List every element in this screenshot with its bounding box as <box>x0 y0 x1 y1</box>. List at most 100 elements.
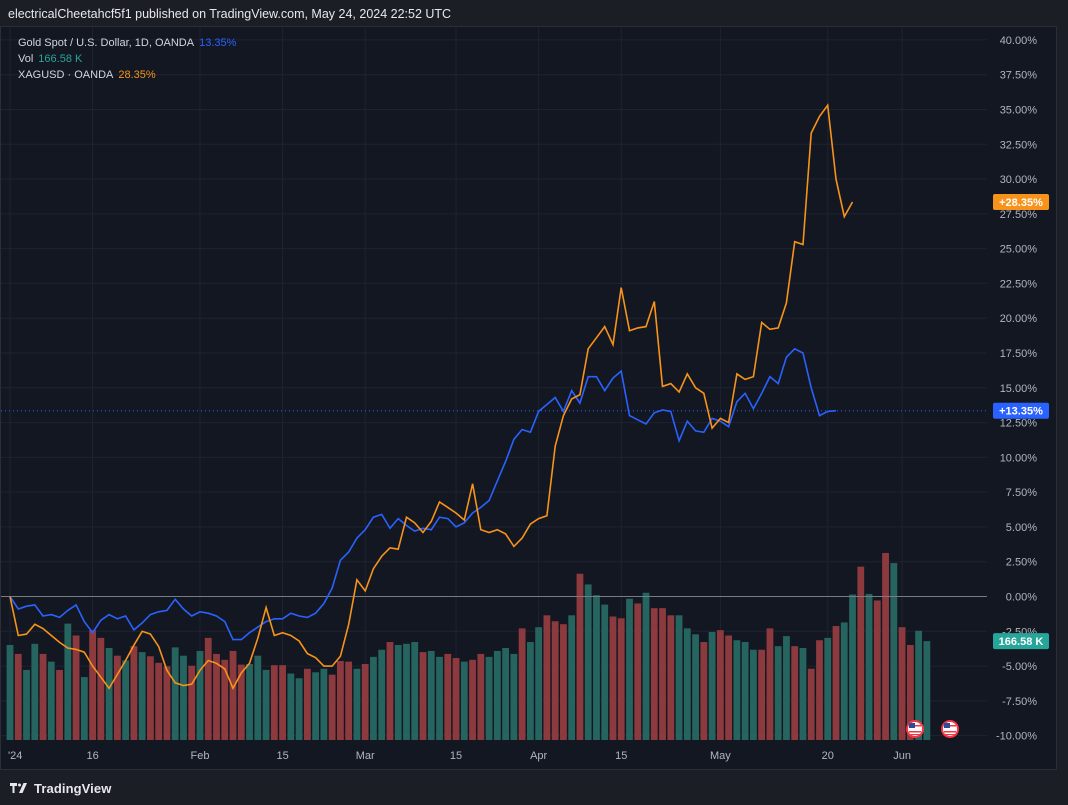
y-tick-label: -5.00% <box>1002 661 1037 673</box>
volume-bar <box>130 646 138 740</box>
y-tick-label: -10.00% <box>996 731 1037 743</box>
volume-bar <box>394 645 402 740</box>
x-tick-label: 15 <box>276 750 288 762</box>
volume-bar <box>642 592 650 740</box>
y-tick-label: 25.00% <box>1000 244 1038 256</box>
gold-last-badge: +13.35% <box>999 406 1043 418</box>
us-flag-icon[interactable] <box>941 720 959 738</box>
y-tick-label: -7.50% <box>1002 696 1037 708</box>
volume-bar <box>320 668 328 740</box>
volume-bar <box>246 664 253 740</box>
volume-bar <box>543 615 551 740</box>
volume-bar <box>568 615 576 740</box>
y-tick-label: 15.00% <box>1000 383 1038 395</box>
x-tick-label: 20 <box>822 750 834 762</box>
y-tick-label: 2.50% <box>1006 557 1037 569</box>
volume-bar <box>6 645 14 740</box>
volume-bar <box>378 649 386 740</box>
x-tick-label: '24 <box>8 750 22 762</box>
volume-bar <box>122 660 130 740</box>
volume-bar <box>147 656 154 740</box>
volume-bar <box>419 652 427 740</box>
volume-bar <box>906 645 914 740</box>
volume-bar <box>262 669 270 740</box>
volume-bar <box>915 630 922 740</box>
x-tick-label: Apr <box>530 750 547 762</box>
volume-bar <box>270 665 278 740</box>
footer-brand: TradingView <box>34 780 112 796</box>
y-tick-label: 35.00% <box>1000 104 1038 116</box>
y-tick-label: 32.50% <box>1000 139 1038 151</box>
volume-bar <box>882 552 889 740</box>
y-tick-label: 40.00% <box>1000 35 1038 47</box>
volume-bar <box>361 664 369 740</box>
legend-item-silver[interactable]: XAGUSD · OANDA 28.35% <box>18 67 236 83</box>
volume-bar <box>716 630 724 740</box>
volume-bar <box>171 647 179 740</box>
footer[interactable]: TradingView <box>10 778 111 798</box>
legend-item-vol[interactable]: Vol 166.58 K <box>18 51 236 67</box>
y-tick-label: 10.00% <box>1000 452 1038 464</box>
volume-bar <box>47 661 55 740</box>
volume-bar <box>675 615 683 740</box>
volume-bar <box>14 653 22 740</box>
volume-bar <box>23 669 30 740</box>
volume-bar <box>626 598 633 740</box>
silver-last-badge-bg <box>993 194 1049 211</box>
volume-bar <box>196 650 204 740</box>
y-tick-label: 12.50% <box>1000 418 1038 430</box>
legend-item-gold[interactable]: Gold Spot / U.S. Dollar, 1D, OANDA 13.35% <box>18 35 236 51</box>
volume-bar <box>551 621 559 740</box>
gold-last-badge-bg <box>993 402 1049 419</box>
published-header: electricalCheetahcf5f1 published on Trad… <box>8 7 452 21</box>
volume-bar <box>180 655 187 740</box>
volume-bar <box>80 677 88 740</box>
volume-bar <box>700 642 708 740</box>
volume-bar <box>873 600 881 740</box>
volume-bar <box>766 628 774 740</box>
volume-bar <box>213 653 220 740</box>
volume-bar <box>56 669 63 740</box>
volume-bar <box>279 665 286 740</box>
event-flags[interactable] <box>906 720 959 738</box>
volume-bar <box>758 649 766 740</box>
volume-last-badge-bg <box>993 633 1049 650</box>
chart-legend: Gold Spot / U.S. Dollar, 1D, OANDA 13.35%… <box>18 35 236 83</box>
volume-bar <box>609 616 617 740</box>
volume-bar <box>295 678 303 740</box>
volume-bar <box>303 668 311 740</box>
volume-bar <box>898 627 906 740</box>
volume-bar <box>634 603 642 740</box>
y-tick-label: 27.50% <box>1000 209 1038 221</box>
volume-bar <box>155 662 163 740</box>
volume-bar <box>452 658 460 740</box>
x-tick-label: May <box>710 750 731 762</box>
volume-bar <box>510 653 518 740</box>
volume-bar <box>444 653 452 740</box>
volume-bar <box>328 674 336 740</box>
volume-bar <box>576 573 584 740</box>
volume-bar <box>477 653 485 740</box>
volume-bar <box>237 664 245 740</box>
us-flag-icon[interactable] <box>906 720 924 738</box>
legend-silver-name: XAGUSD · OANDA <box>18 69 114 81</box>
x-tick-label: 15 <box>615 750 627 762</box>
volume-bar <box>807 668 815 740</box>
volume-bar <box>849 594 856 740</box>
volume-bar <box>287 673 295 740</box>
price-badges: +28.35% +13.35% 166.58 K <box>993 194 1049 650</box>
x-tick-label: Feb <box>190 750 209 762</box>
volume-bar <box>188 665 196 740</box>
x-axis[interactable]: '24 16 Feb 15 Mar 15 Apr 15 May 20 Jun <box>8 750 911 762</box>
volume-bar <box>667 615 675 740</box>
volume-bar <box>659 608 666 740</box>
volume-bar <box>584 584 592 740</box>
volume-bar <box>138 652 146 740</box>
volume-bar <box>411 642 419 740</box>
y-tick-label: 30.00% <box>1000 174 1038 186</box>
legend-gold-name: Gold Spot / U.S. Dollar, 1D, OANDA <box>18 37 195 49</box>
volume-bar <box>692 634 699 740</box>
volume-bar <box>865 593 873 740</box>
volume-bar <box>890 563 898 740</box>
